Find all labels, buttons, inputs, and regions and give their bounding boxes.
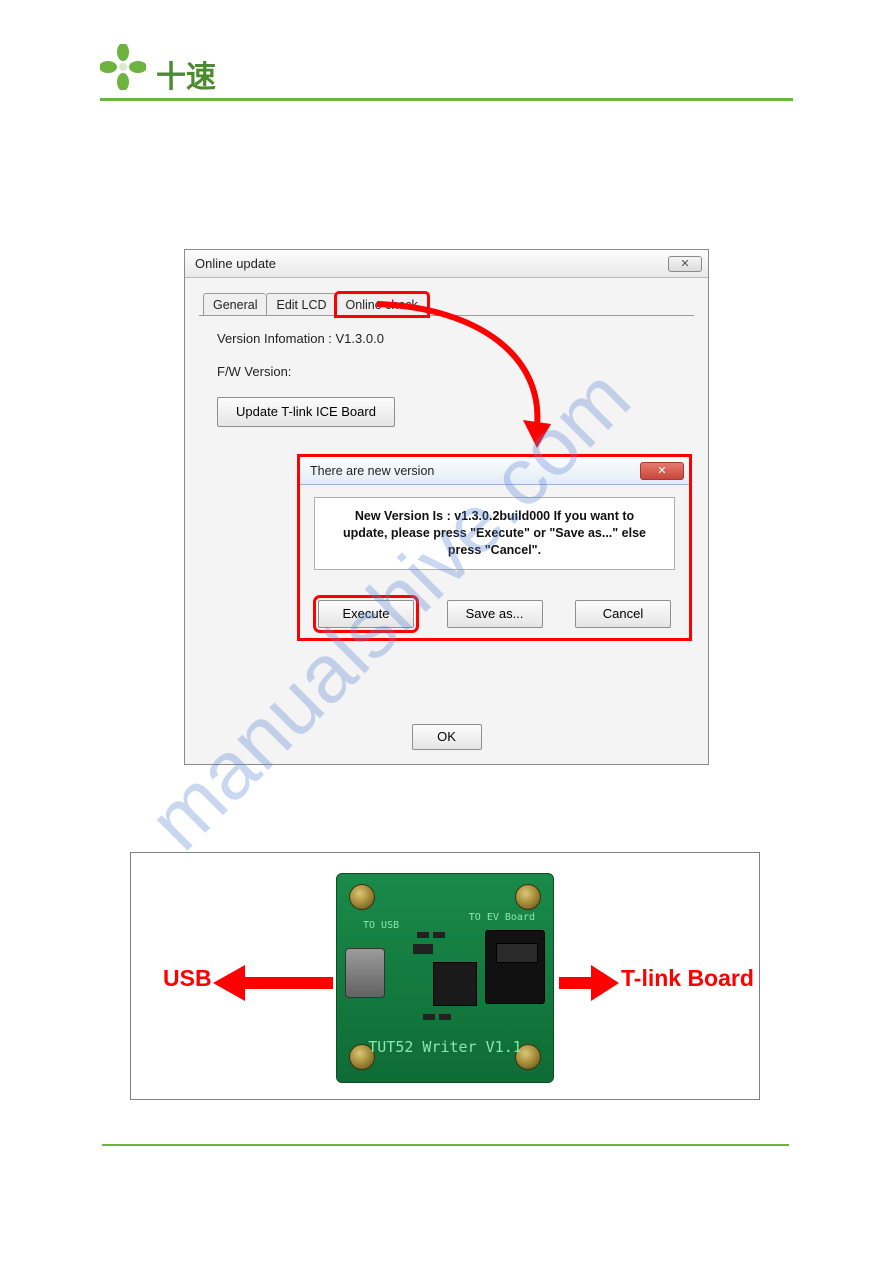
pcb-board: TO USB TO EV Board TUT52 Writer V1.1: [336, 873, 554, 1083]
version-info-label: Version Infomation : V1.3.0.0: [217, 331, 680, 346]
dialog-message-line3: press "Cancel".: [327, 542, 662, 559]
tab-online-check[interactable]: Online check: [336, 293, 428, 316]
dialog-message-line2: update, please press "Execute" or "Save …: [327, 525, 662, 542]
dialog-titlebar: There are new version ✕: [300, 457, 689, 485]
header-rule: [100, 98, 793, 101]
dialog-title: There are new version: [310, 464, 434, 478]
window-title: Online update: [195, 256, 276, 271]
tlink-label: T-link Board: [621, 965, 754, 992]
smd-icon: [423, 1014, 435, 1020]
smd-icon: [413, 944, 433, 954]
window-titlebar: Online update ✕: [185, 250, 708, 278]
execute-button[interactable]: Execute: [318, 600, 414, 628]
silk-to-ev: TO EV Board: [469, 912, 535, 923]
dialog-close-icon[interactable]: ✕: [640, 462, 684, 480]
mcu-chip-icon: [433, 962, 477, 1006]
tab-row: General Edit LCD Online check: [203, 292, 690, 316]
tab-content: Version Infomation : V1.3.0.0 F/W Versio…: [203, 317, 690, 427]
arrow-left-icon: [165, 963, 333, 1003]
cancel-button[interactable]: Cancel: [575, 600, 671, 628]
smd-icon: [433, 932, 445, 938]
update-tlink-button[interactable]: Update T-link ICE Board: [217, 397, 395, 427]
logo-icon: [100, 44, 146, 90]
smd-icon: [417, 932, 429, 938]
save-as-button[interactable]: Save as...: [447, 600, 543, 628]
smd-icon: [439, 1014, 451, 1020]
usb-a-port-icon: [485, 930, 545, 1004]
online-update-window: Online update ✕ General Edit LCD Online …: [184, 249, 709, 765]
close-icon[interactable]: ✕: [668, 256, 702, 272]
page-header: 十速: [100, 44, 758, 102]
mount-hole-icon: [349, 884, 375, 910]
progress-bar: [314, 580, 675, 590]
silk-to-usb: TO USB: [363, 920, 399, 931]
tab-general[interactable]: General: [203, 293, 266, 316]
fw-version-label: F/W Version:: [217, 364, 680, 379]
brand-text: 十速: [156, 52, 216, 96]
dialog-message: New Version Is : v1.3.0.2build000 If you…: [314, 497, 675, 570]
ok-button[interactable]: OK: [412, 724, 482, 750]
silk-big: TUT52 Writer V1.1: [337, 1038, 553, 1056]
new-version-dialog: There are new version ✕ New Version Is :…: [297, 454, 692, 641]
usb-mini-port-icon: [345, 948, 385, 998]
pcb-figure: USB TO USB TO EV Board TUT52 Writer V1.1…: [130, 852, 760, 1100]
tab-edit-lcd[interactable]: Edit LCD: [266, 293, 335, 316]
mount-hole-icon: [515, 884, 541, 910]
footer-rule: [102, 1144, 789, 1146]
dialog-message-line1: New Version Is : v1.3.0.2build000 If you…: [327, 508, 662, 525]
